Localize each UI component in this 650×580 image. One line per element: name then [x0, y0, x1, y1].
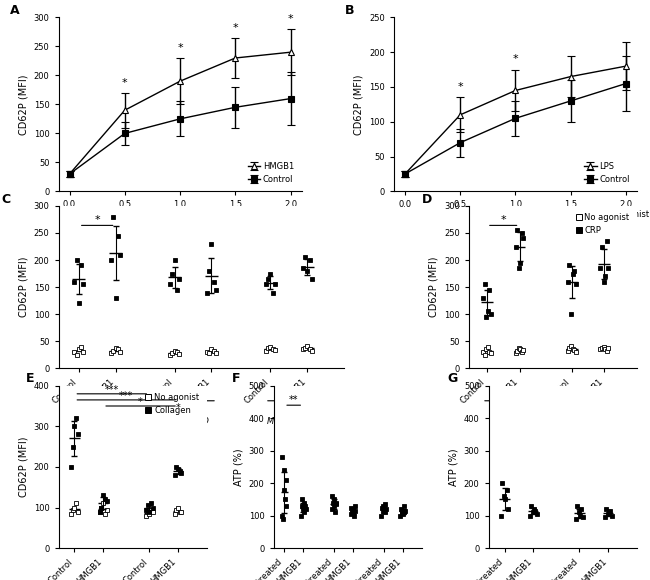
- Text: Ctr: Ctr: [497, 417, 510, 426]
- Text: C: C: [1, 193, 10, 206]
- Text: *: *: [177, 44, 183, 53]
- Text: A: A: [10, 4, 20, 17]
- Legend: LPS, Control: LPS, Control: [580, 158, 633, 187]
- Text: *: *: [176, 403, 181, 413]
- Y-axis label: CD62P (MFI): CD62P (MFI): [428, 257, 439, 317]
- Y-axis label: CD62P (MFI): CD62P (MFI): [18, 257, 28, 317]
- Text: **: **: [289, 394, 298, 405]
- Y-axis label: CD62P (MFI): CD62P (MFI): [354, 74, 363, 135]
- Text: *: *: [288, 14, 293, 24]
- Text: G: G: [447, 372, 458, 386]
- Y-axis label: CD62P (MFI): CD62P (MFI): [18, 437, 28, 497]
- Text: *: *: [122, 78, 127, 88]
- X-axis label: CRP (μg/ml): CRP (μg/ml): [486, 215, 545, 225]
- Legend: No agonist, CRP: No agonist, CRP: [591, 207, 650, 235]
- Legend: No agonist, CRP: No agonist, CRP: [572, 210, 633, 238]
- Text: *: *: [500, 215, 506, 224]
- Text: *: *: [138, 397, 143, 407]
- Text: ***: ***: [119, 391, 133, 401]
- Text: F: F: [232, 372, 240, 386]
- Text: WT: WT: [90, 417, 104, 426]
- Text: *: *: [233, 23, 238, 33]
- Text: CGKI KO: CGKI KO: [571, 417, 606, 426]
- Text: ***: ***: [105, 385, 119, 394]
- Y-axis label: ATP (%): ATP (%): [233, 448, 243, 485]
- Text: *: *: [458, 82, 463, 92]
- Text: Tlr4 KO: Tlr4 KO: [177, 417, 209, 426]
- Text: *: *: [513, 54, 518, 64]
- Y-axis label: ATP (%): ATP (%): [448, 448, 458, 485]
- Text: *: *: [94, 215, 100, 224]
- Text: B: B: [345, 4, 355, 17]
- Text: Myd88 KO: Myd88 KO: [267, 417, 310, 426]
- Legend: No agonist, Collagen: No agonist, Collagen: [142, 390, 203, 418]
- Text: E: E: [26, 372, 34, 386]
- Legend: HMGB1, Control: HMGB1, Control: [244, 158, 298, 187]
- Y-axis label: CD62P (MFI): CD62P (MFI): [18, 74, 28, 135]
- Text: D: D: [422, 193, 432, 206]
- X-axis label: CRP (μg/ml): CRP (μg/ml): [151, 215, 209, 225]
